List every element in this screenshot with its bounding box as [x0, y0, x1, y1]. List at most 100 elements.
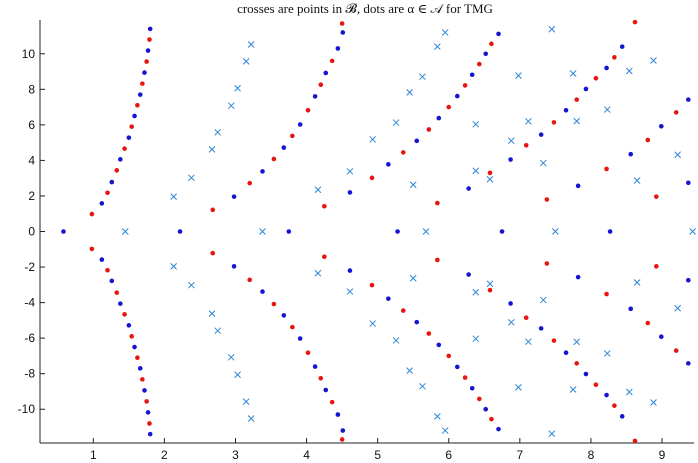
- cross-point: [369, 320, 377, 327]
- cross-point: [539, 159, 547, 167]
- red-dot-point: [632, 19, 638, 25]
- red-dot-point: [322, 254, 327, 260]
- cross-point: [633, 279, 641, 286]
- blue-dot-point: [260, 169, 265, 174]
- blue-dot-point: [469, 72, 475, 78]
- cross-point: [689, 228, 696, 235]
- red-dot-point: [593, 382, 599, 388]
- blue-dot-point: [686, 180, 691, 186]
- cross-point: [515, 384, 522, 391]
- red-dot-point: [593, 75, 599, 81]
- blue-dot-point: [686, 97, 691, 102]
- y-tick-label: 4: [28, 153, 35, 167]
- cross-point: [392, 337, 400, 344]
- red-dot-point: [489, 41, 494, 47]
- red-dot-point: [129, 124, 135, 129]
- blue-dot-point: [347, 268, 353, 273]
- cross-point: [406, 367, 414, 375]
- cross-point: [650, 399, 657, 406]
- blue-dot-point: [686, 277, 691, 283]
- red-dot-point: [114, 168, 120, 173]
- cross-point: [539, 296, 547, 304]
- cross-point: [507, 318, 515, 326]
- red-dot-point: [574, 97, 580, 102]
- blue-dot-point: [335, 46, 341, 51]
- red-dot-point: [290, 133, 295, 139]
- red-dot-point: [147, 421, 152, 426]
- blue-dot-point: [126, 323, 132, 328]
- blue-dot-point: [137, 92, 143, 97]
- blue-dot-point: [340, 428, 346, 433]
- blue-dot-point: [508, 157, 513, 162]
- blue-dot-point: [109, 179, 115, 185]
- cross-point: [406, 88, 414, 96]
- y-tick-label: -8: [24, 367, 35, 381]
- blue-dot-point: [323, 70, 329, 76]
- blue-dot-point: [538, 326, 544, 331]
- red-dot-point: [673, 110, 679, 115]
- cross-point: [170, 262, 177, 270]
- blue-dot-point: [454, 93, 460, 99]
- red-dot-point: [135, 103, 140, 108]
- red-dot-point: [122, 312, 127, 317]
- x-tick-label: 8: [588, 448, 595, 462]
- red-dot-point: [523, 143, 529, 148]
- blue-dot-point: [659, 123, 664, 129]
- cross-point: [674, 151, 682, 159]
- blue-dot-point: [142, 388, 147, 393]
- blue-dot-point: [61, 229, 66, 234]
- red-dot-point: [400, 150, 406, 155]
- x-tick-label: 5: [374, 448, 381, 462]
- red-dot-point: [369, 175, 375, 181]
- blue-dot-point: [147, 26, 153, 32]
- cross-point: [569, 386, 577, 393]
- blue-dot-point: [607, 229, 613, 234]
- blue-dot-point: [147, 431, 153, 437]
- blue-dot-point: [469, 385, 475, 391]
- cross-point: [208, 146, 216, 153]
- red-dot-point: [305, 350, 311, 356]
- blue-dot-point: [483, 406, 489, 412]
- cross-point: [214, 327, 222, 335]
- red-dot-point: [114, 290, 120, 295]
- blue-dot-point: [312, 94, 318, 99]
- red-dot-point: [329, 399, 335, 405]
- cross-point: [227, 353, 235, 361]
- red-dot-point: [551, 338, 557, 343]
- cross-point: [441, 427, 449, 434]
- cross-point: [259, 228, 266, 235]
- red-dot-point: [105, 190, 110, 196]
- blue-dot-point: [538, 132, 544, 137]
- cross-point: [674, 304, 682, 312]
- blue-dot-point: [145, 48, 151, 53]
- cross-point: [314, 269, 322, 277]
- blue-dot-point: [583, 86, 589, 92]
- red-dot-point: [210, 207, 216, 213]
- blue-dot-point: [260, 289, 265, 294]
- blue-dot-point: [414, 319, 420, 325]
- blue-dot-point: [281, 313, 287, 318]
- blue-dot-point: [109, 278, 115, 284]
- blue-dot-point: [312, 364, 318, 369]
- cross-point: [603, 106, 611, 113]
- y-tick-label: 2: [28, 189, 35, 203]
- y-tick-label: 0: [28, 225, 35, 239]
- cross-point: [214, 128, 222, 136]
- red-dot-point: [339, 437, 345, 442]
- x-tick-label: 3: [232, 448, 239, 462]
- red-dot-point: [144, 59, 149, 64]
- blue-dot-point: [414, 138, 420, 144]
- red-dot-point: [400, 308, 406, 313]
- red-dot-point: [105, 267, 110, 273]
- blue-dot-point: [323, 387, 329, 393]
- red-dot-point: [489, 416, 494, 422]
- blue-dot-point: [231, 264, 237, 269]
- blue-dot-point: [483, 51, 489, 57]
- red-dot-point: [290, 324, 295, 330]
- x-tick-label: 4: [303, 448, 310, 462]
- cross-point: [369, 136, 377, 143]
- cross-point: [525, 117, 532, 125]
- x-tick-label: 9: [659, 448, 666, 462]
- cross-point: [422, 228, 430, 235]
- blue-dot-point: [137, 366, 143, 371]
